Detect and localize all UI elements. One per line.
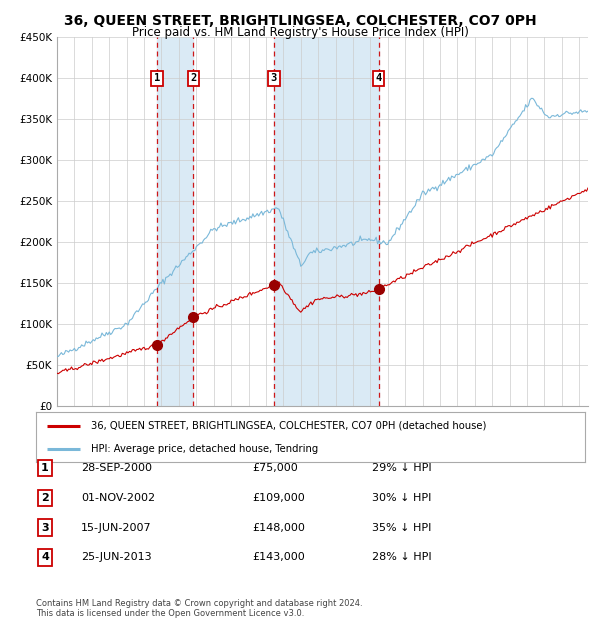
Text: 29% ↓ HPI: 29% ↓ HPI bbox=[372, 463, 431, 473]
Text: 35% ↓ HPI: 35% ↓ HPI bbox=[372, 523, 431, 533]
Text: 4: 4 bbox=[41, 552, 49, 562]
Text: 4: 4 bbox=[376, 73, 382, 83]
Text: 3: 3 bbox=[41, 523, 49, 533]
Text: 36, QUEEN STREET, BRIGHTLINGSEA, COLCHESTER, CO7 0PH: 36, QUEEN STREET, BRIGHTLINGSEA, COLCHES… bbox=[64, 14, 536, 28]
Text: £143,000: £143,000 bbox=[252, 552, 305, 562]
Text: £75,000: £75,000 bbox=[252, 463, 298, 473]
Text: 1: 1 bbox=[154, 73, 160, 83]
Text: 2: 2 bbox=[190, 73, 196, 83]
Text: 3: 3 bbox=[271, 73, 277, 83]
Text: £148,000: £148,000 bbox=[252, 523, 305, 533]
Text: Contains HM Land Registry data © Crown copyright and database right 2024.: Contains HM Land Registry data © Crown c… bbox=[36, 598, 362, 608]
Text: £109,000: £109,000 bbox=[252, 493, 305, 503]
Text: HPI: Average price, detached house, Tendring: HPI: Average price, detached house, Tend… bbox=[91, 443, 318, 453]
Text: Price paid vs. HM Land Registry's House Price Index (HPI): Price paid vs. HM Land Registry's House … bbox=[131, 26, 469, 39]
Text: 28-SEP-2000: 28-SEP-2000 bbox=[81, 463, 152, 473]
Text: 1: 1 bbox=[41, 463, 49, 473]
Text: 30% ↓ HPI: 30% ↓ HPI bbox=[372, 493, 431, 503]
Bar bbox=[157, 37, 193, 406]
Text: 01-NOV-2002: 01-NOV-2002 bbox=[81, 493, 155, 503]
Text: 15-JUN-2007: 15-JUN-2007 bbox=[81, 523, 152, 533]
Text: 36, QUEEN STREET, BRIGHTLINGSEA, COLCHESTER, CO7 0PH (detached house): 36, QUEEN STREET, BRIGHTLINGSEA, COLCHES… bbox=[91, 421, 486, 431]
Text: This data is licensed under the Open Government Licence v3.0.: This data is licensed under the Open Gov… bbox=[36, 608, 304, 618]
Text: 2: 2 bbox=[41, 493, 49, 503]
Text: 28% ↓ HPI: 28% ↓ HPI bbox=[372, 552, 431, 562]
Text: 25-JUN-2013: 25-JUN-2013 bbox=[81, 552, 152, 562]
Bar bbox=[274, 37, 379, 406]
